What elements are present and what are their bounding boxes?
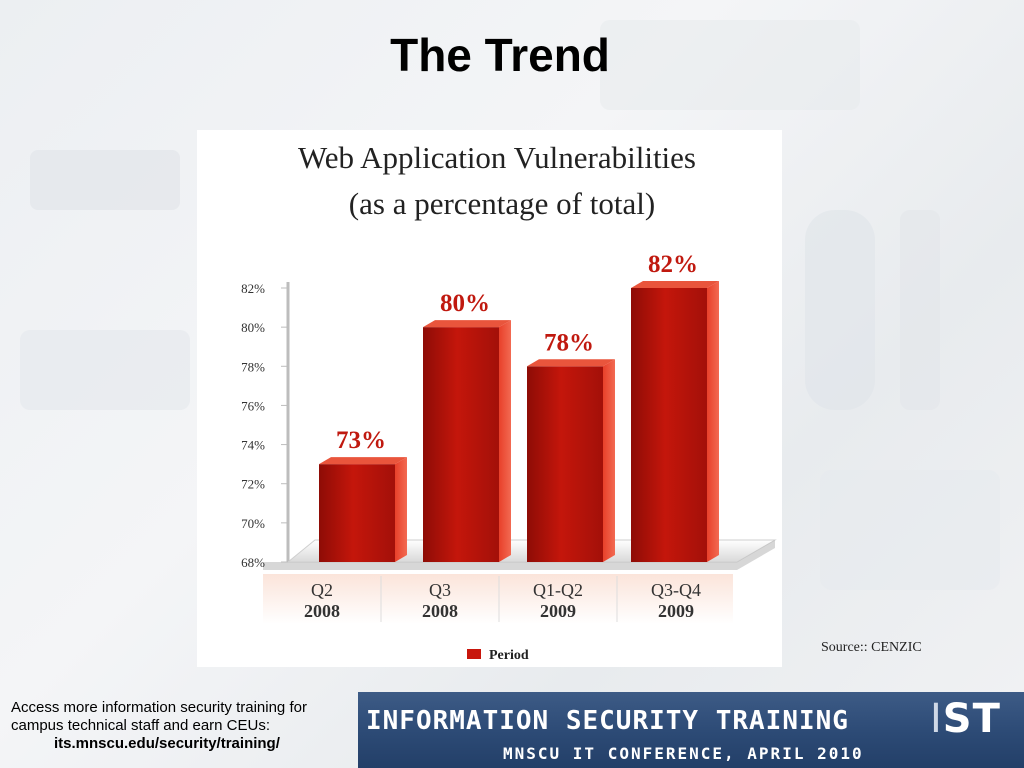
chart-title-line2: (as a percentage of total)	[349, 186, 655, 221]
category-label-line1: Q3-Q4	[651, 580, 701, 600]
chart-title-line1: Web Application Vulnerabilities	[298, 140, 696, 175]
chart-floor-front	[263, 540, 775, 570]
y-tick-label: 80%	[241, 320, 265, 335]
banner-subtitle: MNSCU IT CONFERENCE, APRIL 2010	[503, 744, 864, 763]
bar-value-label: 73%	[336, 427, 386, 454]
bar-3	[631, 281, 719, 562]
bar-top	[631, 281, 719, 288]
bar-front	[631, 288, 707, 562]
y-tick-label: 74%	[241, 438, 265, 453]
y-tick-label: 70%	[241, 516, 265, 531]
training-link[interactable]: its.mnscu.edu/security/training/	[54, 735, 280, 752]
vulnerability-bar-chart: Web Application Vulnerabilities (as a pe…	[241, 140, 777, 663]
footer-text: Access more information security trainin…	[11, 699, 356, 753]
bar-value-label: 82%	[648, 251, 698, 278]
category-label-line2: 2009	[658, 601, 694, 621]
ist-logo: IST	[930, 696, 1020, 742]
bar-top	[319, 457, 407, 465]
bar-front	[423, 327, 499, 562]
bar-top	[423, 320, 511, 328]
legend-label: Period	[489, 648, 529, 663]
banner-title: INFORMATION SECURITY TRAINING	[366, 706, 849, 736]
y-tick-label: 76%	[241, 398, 265, 413]
bar-value-label: 78%	[544, 329, 594, 356]
bar-side	[707, 281, 719, 562]
ist-logo-st: ST	[942, 696, 1001, 742]
bar-front	[527, 366, 603, 562]
category-label-line1: Q2	[311, 580, 333, 600]
category-label-line1: Q3	[429, 580, 451, 600]
category-label-line2: 2009	[540, 601, 576, 621]
category-label-line2: 2008	[422, 601, 458, 621]
bar-2	[527, 359, 615, 562]
category-label-line1: Q1-Q2	[533, 580, 583, 600]
legend-swatch	[467, 649, 481, 659]
bar-top	[527, 359, 615, 367]
category-label-line2: 2008	[304, 601, 340, 621]
slide-title: The Trend	[390, 29, 610, 81]
y-tick-label: 72%	[241, 477, 265, 492]
bar-0	[319, 457, 407, 562]
bar-front	[319, 464, 395, 562]
ist-logo-i: I	[930, 696, 943, 742]
bar-1	[423, 320, 511, 562]
y-tick-label: 68%	[241, 555, 265, 570]
category-band	[263, 574, 733, 624]
footer-line-2: campus technical staff and earn CEUs:	[11, 717, 271, 734]
chart-panel: Web Application Vulnerabilities (as a pe…	[197, 130, 782, 667]
y-tick-label: 82%	[241, 281, 265, 296]
source-note: Source:: CENZIC	[821, 640, 922, 655]
bar-value-label: 80%	[440, 290, 490, 317]
footer-line-1: Access more information security trainin…	[11, 699, 307, 716]
conference-banner: INFORMATION SECURITY TRAINING IST MNSCU …	[358, 692, 1024, 768]
bar-side	[603, 359, 615, 562]
bar-side	[499, 320, 511, 562]
bar-side	[395, 457, 407, 562]
y-tick-label: 78%	[241, 359, 265, 374]
